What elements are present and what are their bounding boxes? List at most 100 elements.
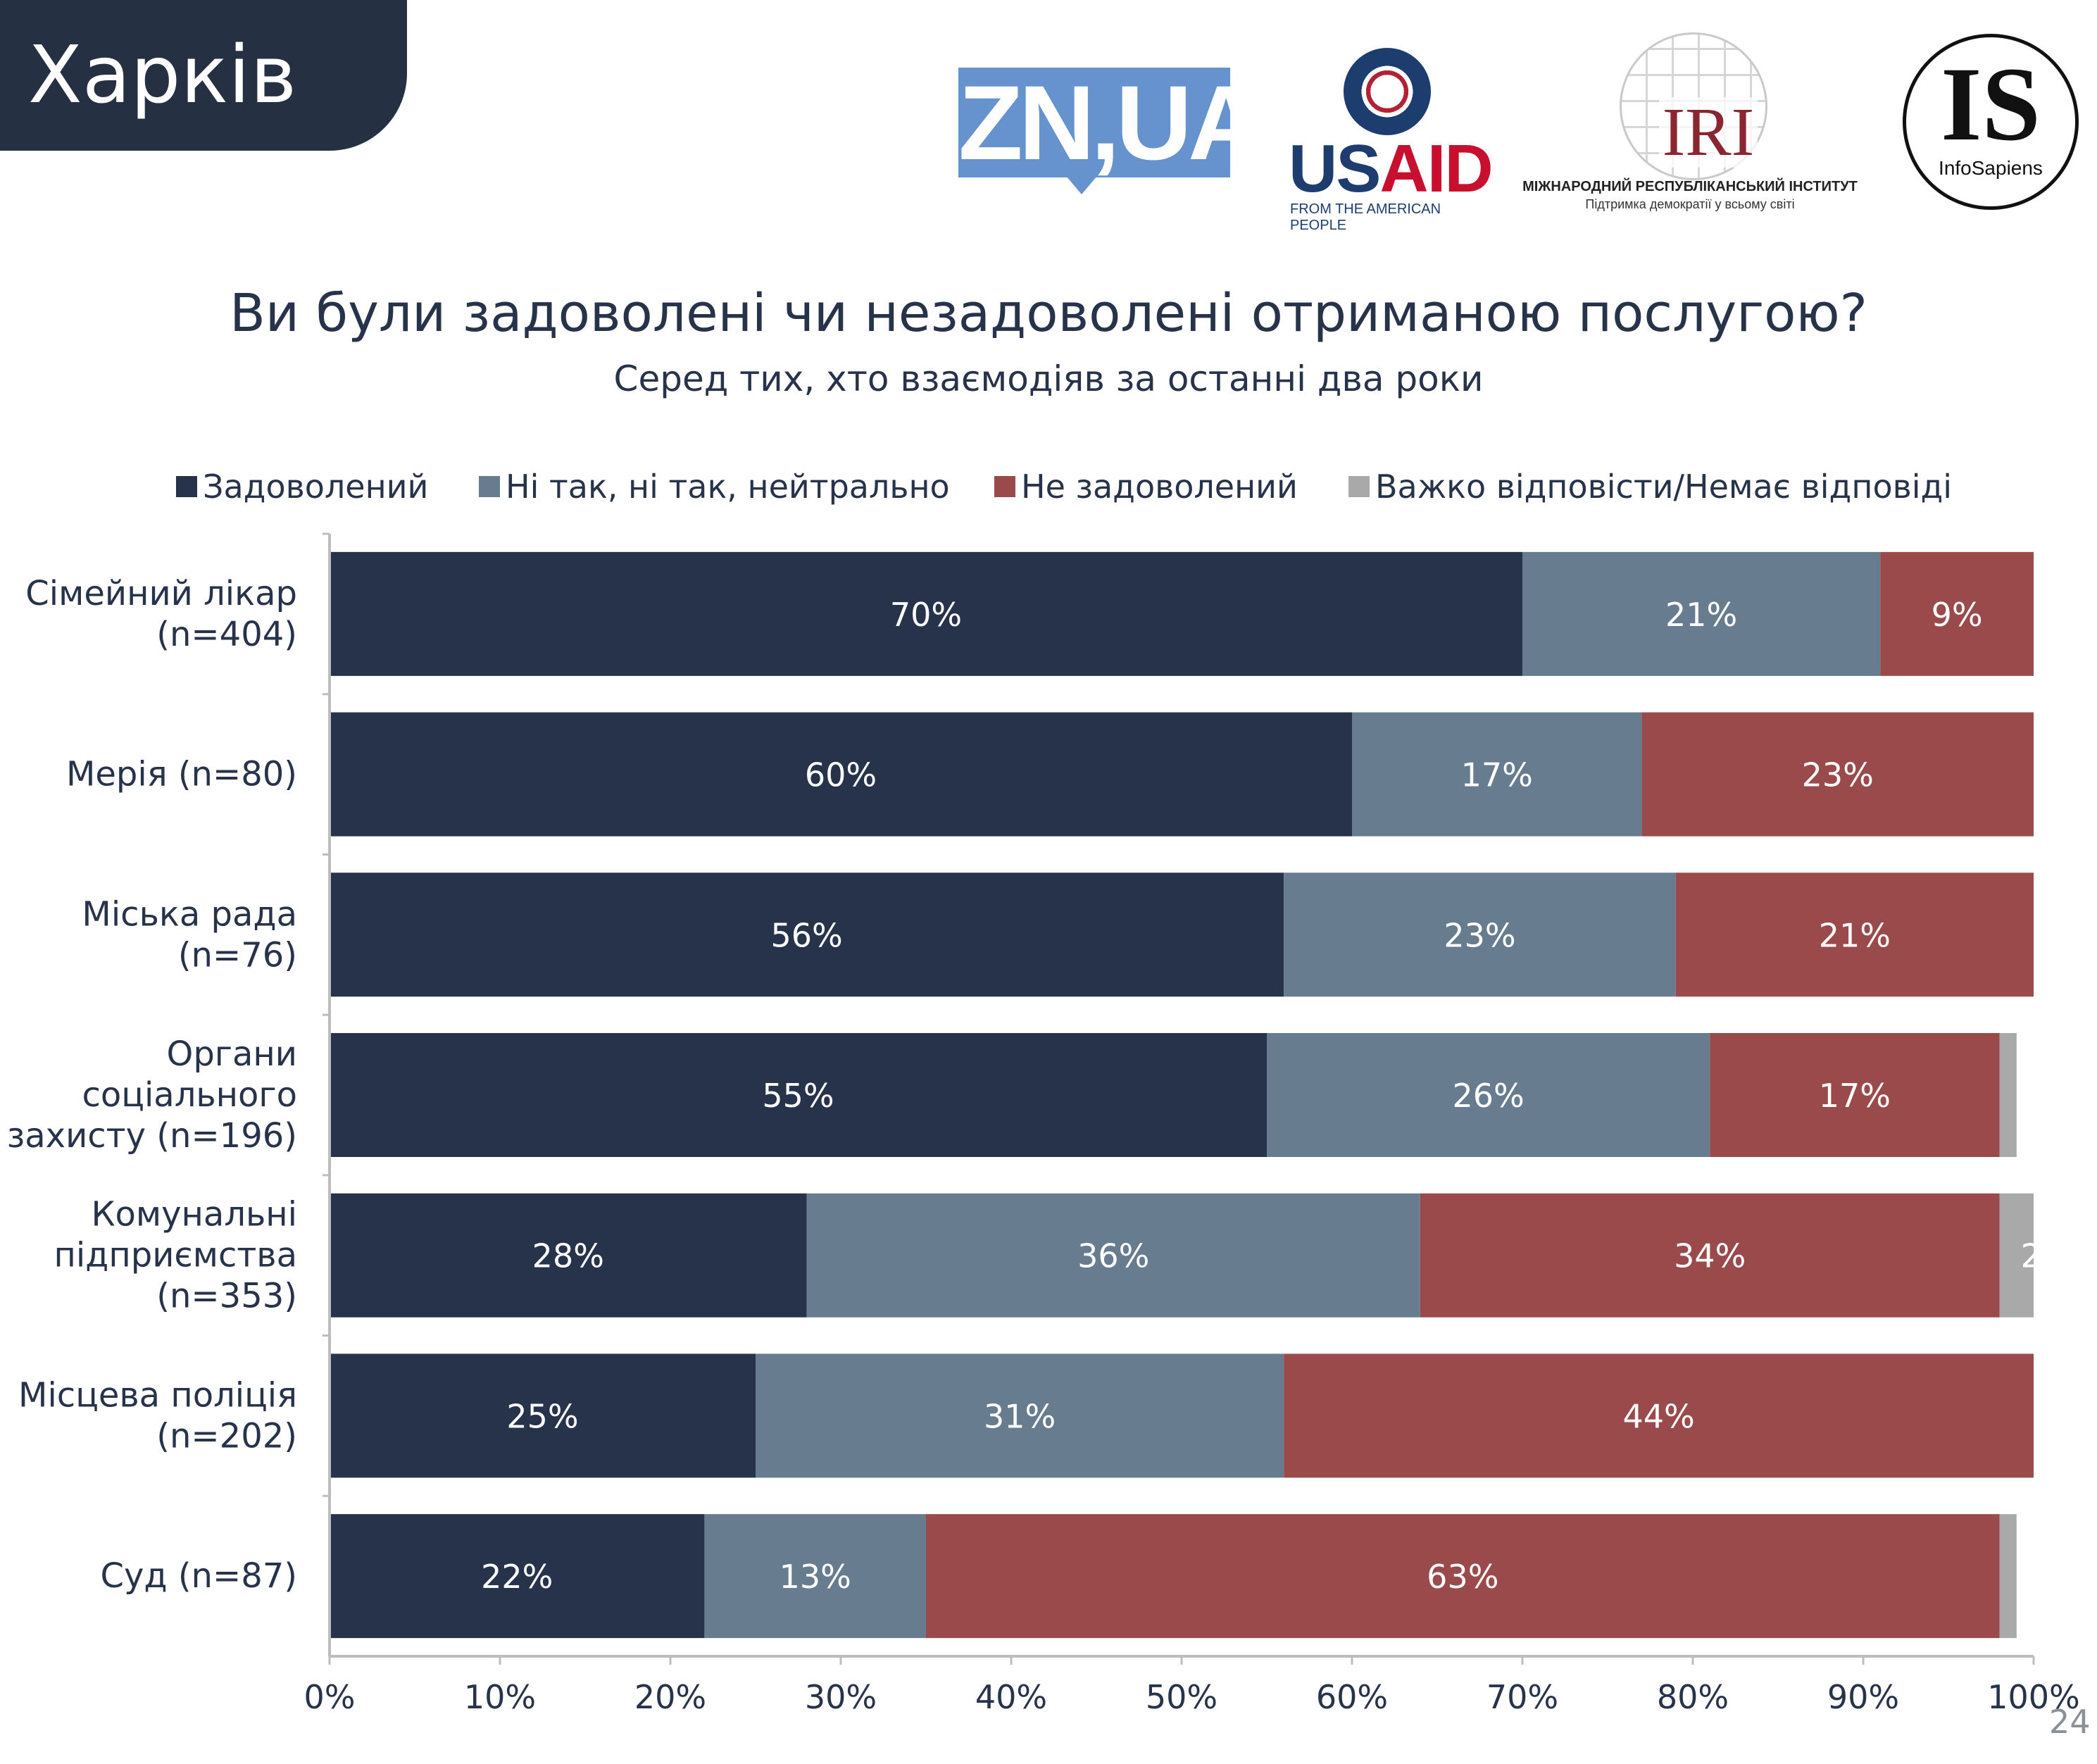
legend-item: Не задоволений [994,468,1298,506]
city-header: Харків [0,0,407,151]
x-tick-label: 10% [464,1678,536,1716]
bar-segment [926,1514,2000,1639]
x-tick-label: 40% [975,1678,1047,1716]
bar-segment [1522,551,1881,676]
data-label: 17% [1461,756,1533,794]
legend-item: Задоволений [176,468,428,506]
data-label: 63% [1427,1558,1498,1596]
category-label: Сімейний лікар (n=404) [25,574,297,654]
data-label: 34% [1674,1237,1746,1275]
category-label: Комунальні підприємства (n=353) [54,1195,297,1316]
chart-legend: Задоволений Ні так, ні так, нейтрально Не … [0,468,2097,510]
data-label: 2% [2021,1237,2072,1275]
usaid-logo: USAID [1289,134,1494,204]
category-label-line: Органи [167,1034,297,1074]
category-label-line: Мерія (n=80) [66,755,297,794]
data-label: 21% [1665,596,1737,634]
category-label-line: захисту (n=196) [7,1116,297,1156]
bar-segment [1267,1033,1710,1157]
bar-segment [330,872,1284,997]
data-label: 56% [770,916,842,954]
category-label-line: Комунальні [91,1195,297,1234]
category-label: Суд (n=87) [100,1556,297,1596]
category-label: Мерія (n=80) [66,755,297,794]
bar-segment [330,551,1522,676]
bar-segment [756,1353,1284,1478]
zn-ua-logo-tail [1066,176,1097,194]
x-tick-label: 30% [805,1678,877,1716]
category-label-line: соціального [82,1075,297,1115]
data-label: 1% [2021,1558,2072,1596]
category-label: Міська рада (n=76) [82,894,297,975]
bar-segment [1880,551,2034,676]
infosapiens-letters: IS [1941,46,2041,163]
x-tick-label: 20% [634,1678,706,1716]
chart-subtitle: Серед тих, хто взаємодіяв за останні два… [613,358,1484,399]
x-tick-label: 90% [1827,1678,1899,1716]
category-label-line: Сімейний лікар [25,574,297,613]
data-label: 9% [1932,596,1983,634]
legend-item: Ні так, ні так, нейтрально [479,468,950,506]
data-label: 23% [1444,916,1515,954]
usaid-tagline: FROM THE AMERICAN PEOPLE [1290,201,1441,233]
legend-label: Не задоволений [1021,468,1298,506]
x-tick-label: 100% [1987,1678,2080,1716]
data-label: 60% [805,756,877,794]
legend-swatch [176,476,197,497]
city-title: Харків [28,30,297,121]
legend-swatch [479,476,500,497]
data-label: 13% [780,1558,851,1596]
x-tick-label: 0% [304,1678,356,1716]
data-label: 0% [2055,1397,2097,1435]
legend-label: Ні так, ні так, нейтрально [506,468,950,506]
data-label: 1% [2055,596,2097,634]
category-label-line: підприємства [54,1236,297,1275]
bar-segment [704,1514,926,1639]
bar-segment [1284,872,1676,997]
category-label-line: Місцева поліція [18,1375,297,1415]
category-label-line: Суд (n=87) [100,1556,297,1596]
data-label: 28% [532,1237,604,1275]
usaid-logo-text: USAID [1289,131,1494,206]
iri-tagline: Підтримка демократії у всьому світі [1585,197,1795,211]
bar-segment [1999,1514,2017,1639]
data-label: 1% [2021,1077,2072,1115]
bar-segment [330,712,1352,837]
usaid-seal-icon [1344,48,1431,135]
chart-title: Ви були задоволені чи незадоволені отрим… [230,283,1867,344]
legend-item: Важко відповісти/Немає відповіді [1348,468,1952,506]
x-tick-label: 70% [1486,1678,1558,1716]
bar-segment [1999,1193,2034,1318]
x-tick-label: 80% [1657,1678,1729,1716]
category-label: Органи соціального захисту (n=196) [7,1034,297,1156]
bar-segment [330,1033,1267,1157]
bar-segment [1675,872,2034,997]
bar-segment [1710,1033,2000,1157]
data-label: 0% [2055,756,2097,794]
data-label: 23% [1802,756,1874,794]
bar-segment [330,1514,705,1639]
legend-label: Важко відповісти/Немає відповіді [1375,468,1953,506]
usaid-logo-us: US [1289,131,1381,206]
infosapiens-logo: IS InfoSapiens [1903,34,2079,210]
category-label-line: (n=404) [156,615,297,654]
data-label: 22% [481,1558,553,1596]
data-label: 0% [2055,916,2097,954]
x-tick-label: 50% [1146,1678,1217,1716]
bar-segment [1284,1353,2034,1478]
data-label: 55% [762,1077,834,1115]
category-label-line: (n=353) [156,1277,297,1316]
data-label: 36% [1077,1237,1149,1275]
bar-segment [1999,1033,2017,1157]
bar-segment [330,1193,807,1318]
usaid-logo-aid: AID [1379,131,1493,206]
bar-segment [1641,712,2034,837]
category-label: Місцева поліція (n=202) [18,1375,297,1456]
legend-swatch [1348,476,1370,497]
data-label: 25% [506,1397,578,1435]
bar-segment [806,1193,1420,1318]
data-label: 21% [1819,916,1891,954]
category-label-line: (n=76) [178,935,297,975]
bar-segment [1352,712,1642,837]
